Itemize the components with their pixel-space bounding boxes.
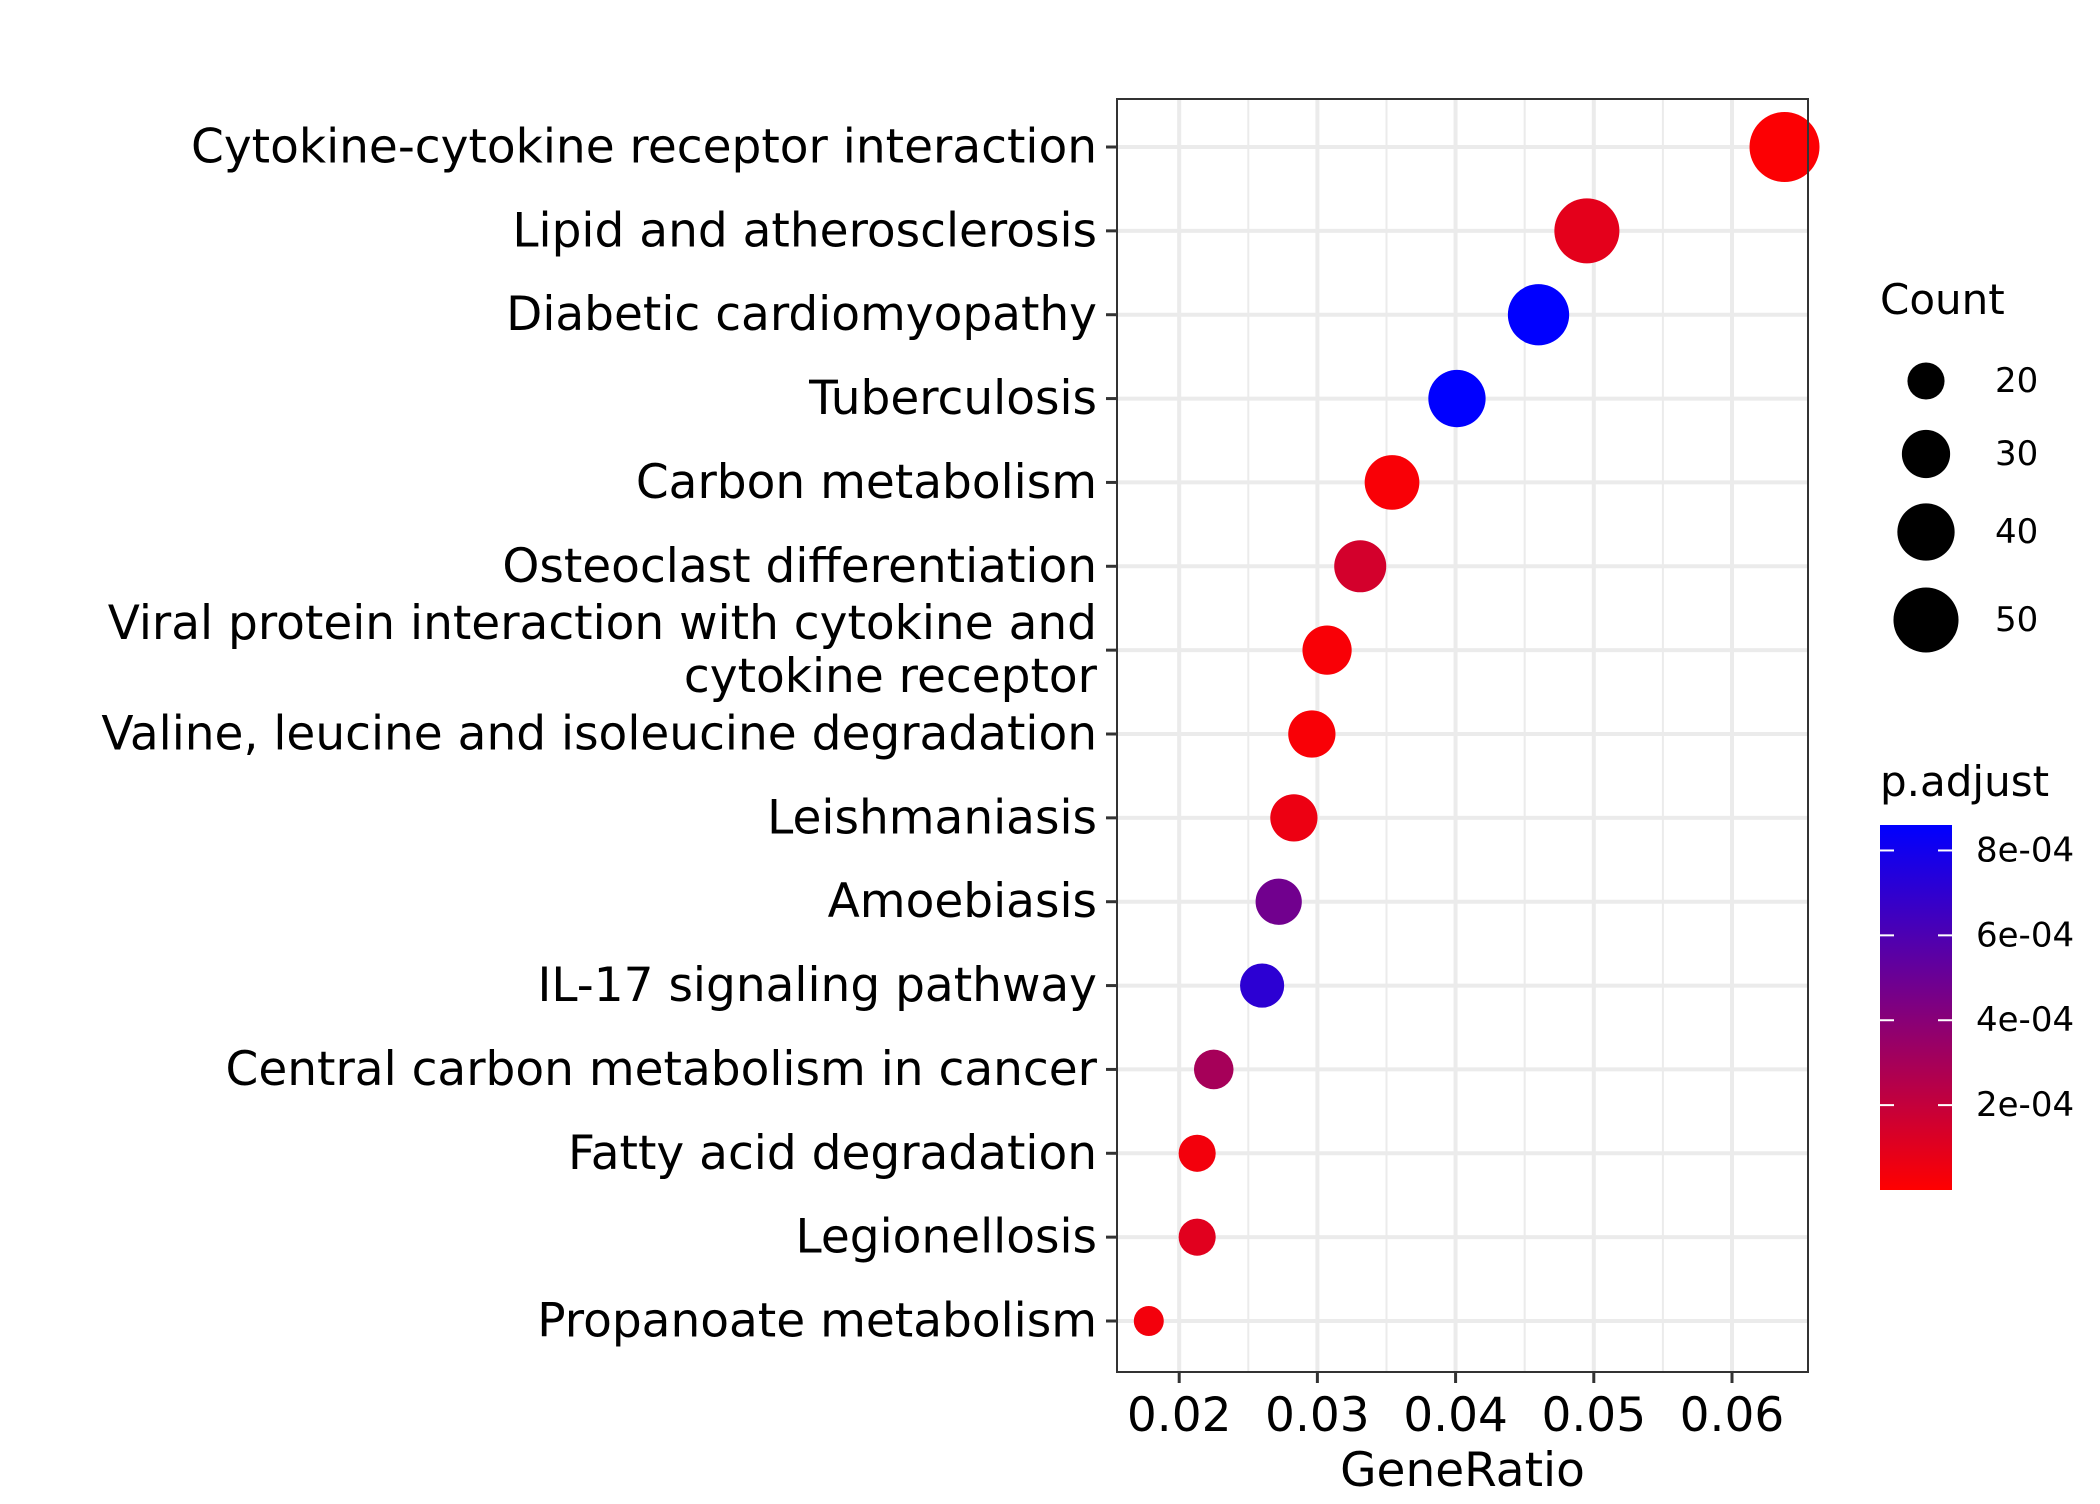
- x-tick-label: 0.02: [1127, 1388, 1232, 1443]
- y-tick-label: Central carbon metabolism in cancer: [226, 1042, 1098, 1097]
- y-tick-label: Diabetic cardiomyopathy: [506, 287, 1097, 342]
- colorbar-tick-label: 8e-04: [1976, 830, 2074, 870]
- data-point: [1178, 1134, 1216, 1172]
- data-point: [1270, 794, 1318, 842]
- y-tick-label: Propanoate metabolism: [537, 1294, 1097, 1349]
- y-tick-label: Osteoclast differentiation: [502, 539, 1097, 594]
- x-tick-label: 0.03: [1265, 1388, 1370, 1443]
- data-point: [1334, 540, 1387, 593]
- count-legend-key: [1901, 429, 1951, 479]
- y-axis: Cytokine-cytokine receptor interaction Li…: [101, 120, 1117, 1349]
- data-point: [1302, 625, 1352, 675]
- x-tick-label: 0.04: [1403, 1388, 1508, 1443]
- colorbar-tick-label: 4e-04: [1976, 1000, 2074, 1040]
- y-tick-label: Tuberculosis: [808, 371, 1097, 426]
- data-point: [1428, 369, 1486, 428]
- y-tick-label: IL-17 signaling pathway: [538, 958, 1097, 1013]
- data-point: [1178, 1218, 1216, 1256]
- data-point: [1255, 878, 1302, 925]
- y-tick-label: Viral protein interaction with cytokine …: [108, 596, 1097, 651]
- data-point: [1133, 1306, 1164, 1336]
- x-tick-label: 0.05: [1541, 1388, 1646, 1443]
- x-tick-label: 0.06: [1680, 1388, 1785, 1443]
- count-legend-label: 40: [1995, 512, 2038, 552]
- y-tick-label: Valine, leucine and isoleucine degradati…: [101, 707, 1097, 762]
- y-tick-label: Amoebiasis: [828, 874, 1097, 929]
- data-point: [1240, 963, 1285, 1008]
- data-point: [1554, 198, 1620, 264]
- data-point: [1364, 455, 1420, 510]
- y-tick-label: cytokine receptor: [684, 649, 1098, 704]
- count-legend-label: 30: [1995, 434, 2038, 474]
- data-point: [1507, 284, 1570, 346]
- p-adjust-legend-title: p.adjust: [1880, 757, 2049, 806]
- count-legend-label: 50: [1995, 600, 2038, 640]
- y-tick-label: Carbon metabolism: [636, 455, 1097, 510]
- count-legend-key: [1907, 362, 1945, 400]
- count-legend-label: 20: [1995, 361, 2038, 401]
- data-point: [1749, 112, 1820, 182]
- y-tick-label: Lipid and atherosclerosis: [512, 203, 1097, 258]
- x-axis-title: GeneRatio: [1340, 1443, 1585, 1498]
- y-tick-label: Leishmaniasis: [767, 790, 1097, 845]
- data-point: [1288, 710, 1336, 758]
- count-legend: Count 20 30 40 50: [1880, 275, 2038, 653]
- x-axis: 0.02 0.03 0.04 0.05 0.06: [1127, 1372, 1784, 1443]
- p-adjust-colorbar: [1880, 825, 1952, 1190]
- y-tick-label: Cytokine-cytokine receptor interaction: [191, 120, 1097, 175]
- p-adjust-legend: p.adjust 2e-04 4e-04 6e-04 8e-04: [1880, 757, 2074, 1190]
- count-legend-title: Count: [1880, 275, 2005, 324]
- count-legend-key: [1897, 503, 1955, 561]
- colorbar-tick-label: 6e-04: [1976, 915, 2074, 955]
- y-tick-label: Fatty acid degradation: [568, 1126, 1097, 1181]
- count-legend-key: [1893, 587, 1959, 653]
- colorbar-tick-label: 2e-04: [1976, 1085, 2074, 1125]
- data-point: [1193, 1049, 1234, 1090]
- data-points: [1133, 112, 1820, 1336]
- y-tick-label: Legionellosis: [795, 1210, 1097, 1265]
